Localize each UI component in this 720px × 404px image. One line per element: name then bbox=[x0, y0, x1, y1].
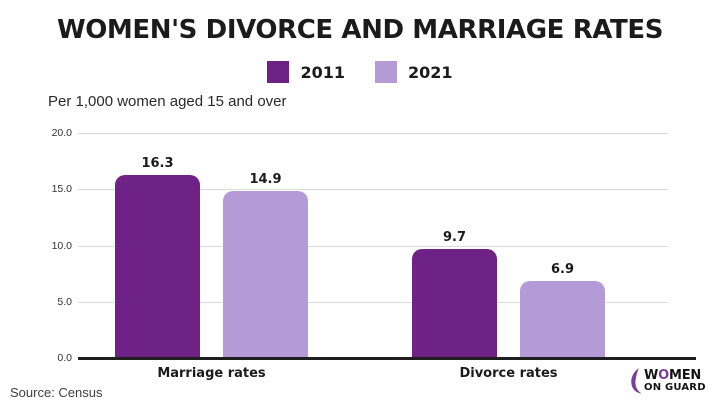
gridline bbox=[78, 133, 668, 134]
gridline bbox=[78, 189, 668, 190]
source-note: Source: Census bbox=[10, 385, 103, 400]
bar-value-label: 9.7 bbox=[442, 230, 467, 245]
logo-tagline: ON GUARD bbox=[644, 382, 706, 393]
category-label-divorce-rates: Divorce rates bbox=[459, 366, 558, 381]
category-label-marriage-rates: Marriage rates bbox=[157, 366, 266, 381]
bar-divorce-2021: 6.9 bbox=[520, 262, 605, 359]
bar-value-label: 6.9 bbox=[550, 262, 575, 277]
legend-item-2011: 2011 bbox=[267, 61, 345, 83]
bar-marriage-2021: 14.9 bbox=[223, 172, 308, 359]
y-tick-label: 10.0 bbox=[51, 240, 72, 252]
logo-o-mark: O bbox=[658, 368, 669, 383]
logo-hand-icon bbox=[631, 368, 642, 394]
legend-swatch-2011 bbox=[267, 61, 290, 83]
logo-wordmark: WOMEN bbox=[644, 368, 702, 383]
bar-value-label: 16.3 bbox=[141, 156, 174, 171]
y-axis-description: Per 1,000 women aged 15 and over bbox=[48, 93, 287, 110]
page-title: WOMEN'S DIVORCE AND MARRIAGE RATES bbox=[56, 15, 664, 45]
bar-marriage-2011: 16.3 bbox=[115, 156, 200, 359]
gridline bbox=[78, 302, 668, 303]
y-tick-label: 20.0 bbox=[51, 127, 72, 139]
women-on-guard-logo: WOMEN ON GUARD bbox=[629, 366, 706, 396]
x-axis-line bbox=[78, 357, 696, 360]
bar-divorce-2011: 9.7 bbox=[412, 230, 497, 359]
legend-item-2021: 2021 bbox=[375, 61, 453, 83]
legend-swatch-2021 bbox=[375, 61, 397, 83]
bar-chart-plot-area: 16.3 14.9 9.7 6.9 bbox=[78, 133, 668, 359]
y-tick-label: 15.0 bbox=[51, 183, 72, 195]
gridline bbox=[78, 246, 668, 247]
legend-label-2011: 2011 bbox=[300, 62, 345, 82]
y-tick-label: 5.0 bbox=[57, 296, 72, 308]
logo-text: WOMEN ON GUARD bbox=[644, 369, 706, 393]
legend-label-2021: 2021 bbox=[408, 62, 453, 82]
legend: 2011 2021 bbox=[0, 61, 720, 83]
y-tick-label: 0.0 bbox=[57, 352, 72, 364]
bar-value-label: 14.9 bbox=[249, 172, 282, 187]
